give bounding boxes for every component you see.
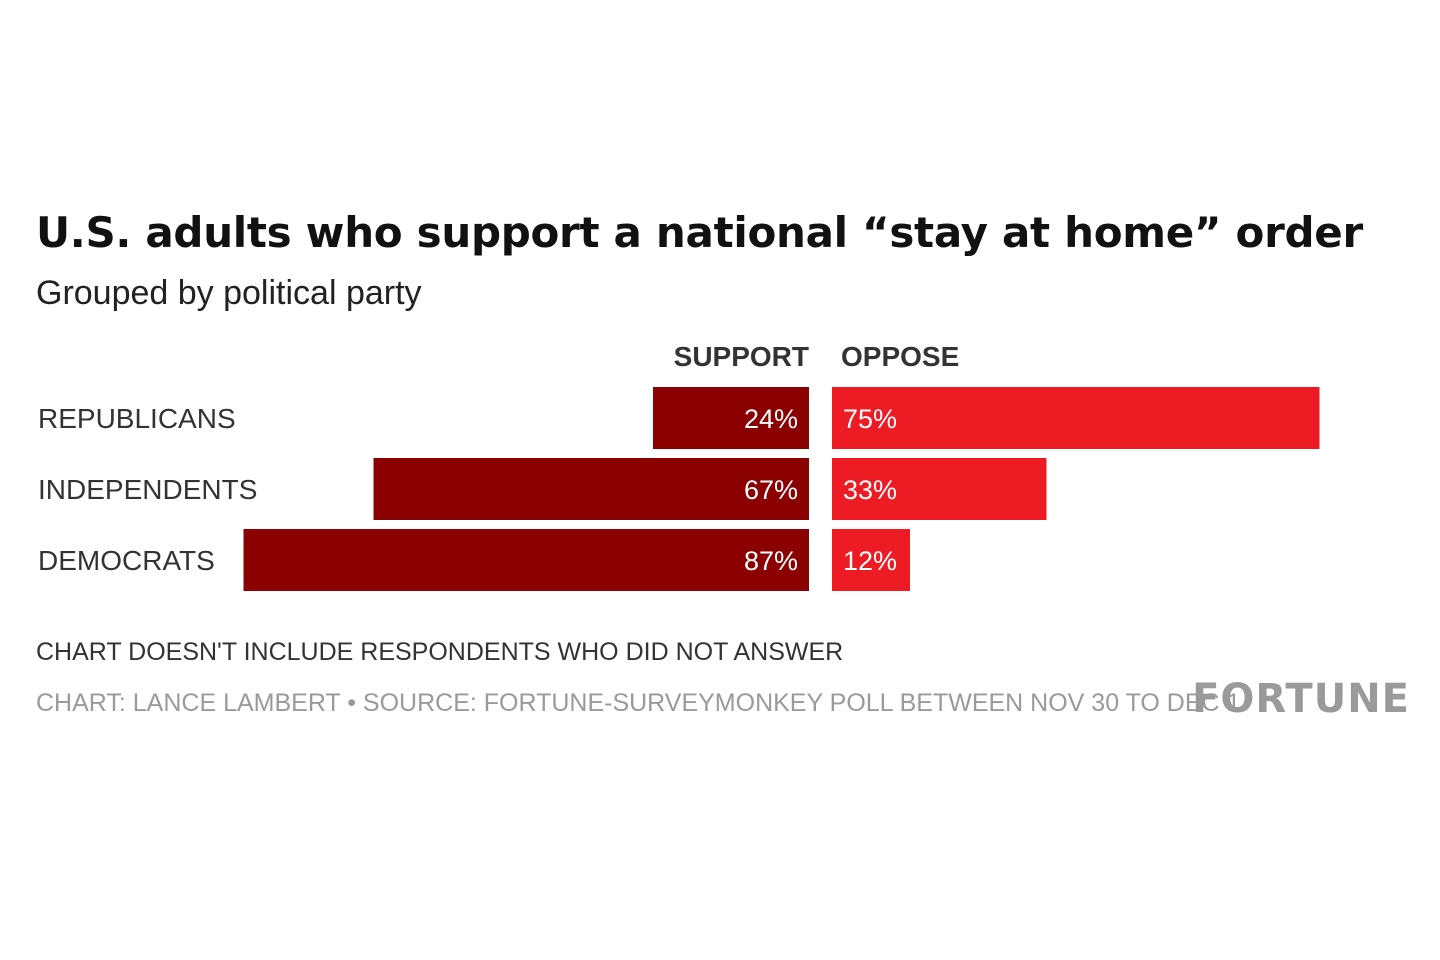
category-label-independents: INDEPENDENTS [38, 474, 257, 505]
oppose-bar-independents [832, 458, 1047, 520]
chart-credit: CHART: LANCE LAMBERT • SOURCE: FORTUNE-S… [36, 689, 1241, 717]
support-bar-independents [373, 458, 809, 520]
support-value-republicans: 24% [744, 404, 798, 434]
chart-subtitle: Grouped by political party [36, 274, 422, 312]
oppose-bar-republicans [832, 387, 1320, 449]
chart-note: CHART DOESN'T INCLUDE RESPONDENTS WHO DI… [36, 638, 844, 666]
support-value-democrats: 87% [744, 546, 798, 576]
fortune-logo: FORTUNE [1192, 676, 1410, 722]
oppose-value-republicans: 75% [843, 404, 897, 434]
support-bar-democrats [243, 529, 809, 591]
support-value-independents: 67% [744, 475, 798, 505]
category-label-democrats: DEMOCRATS [38, 545, 215, 576]
oppose-value-democrats: 12% [843, 546, 897, 576]
support-bar-republicans [653, 387, 809, 449]
oppose-bar-democrats [832, 529, 910, 591]
category-label-republicans: REPUBLICANS [38, 403, 236, 434]
diverging-bar-chart: SUPPORT OPPOSE REPUBLICANS 24% 75% INDEPENDEN… [38, 341, 1320, 591]
oppose-value-independents: 33% [843, 475, 897, 505]
oppose-column-header: OPPOSE [841, 341, 959, 372]
chart-title: U.S. adults who support a national “stay… [36, 208, 1363, 257]
support-column-header: SUPPORT [674, 341, 809, 372]
